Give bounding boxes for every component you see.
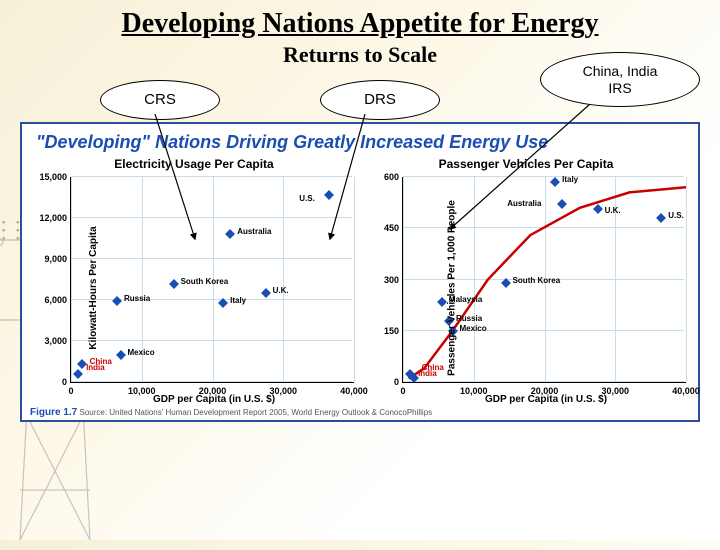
bubble-row: CRS DRS China, India IRS — [20, 70, 700, 118]
data-point-label: U.K. — [605, 206, 621, 215]
data-point-label: Mexico — [460, 324, 487, 333]
data-point-label: U.S. — [299, 194, 315, 203]
ytick: 0 — [369, 377, 399, 387]
data-point-label: India — [86, 363, 105, 372]
data-point-label: Italy — [230, 296, 246, 305]
data-point — [261, 288, 271, 298]
ytick: 6,000 — [37, 295, 67, 305]
data-point — [73, 369, 83, 379]
data-point-label: South Korea — [181, 277, 229, 286]
data-point — [225, 229, 235, 239]
data-point — [77, 359, 87, 369]
ytick: 12,000 — [37, 213, 67, 223]
ytick: 150 — [369, 326, 399, 336]
figure-source: Figure 1.7 Source: United Nations' Human… — [30, 407, 690, 418]
data-point-label: South Korea — [513, 276, 561, 285]
figure-number: Figure 1.7 — [30, 407, 77, 418]
ytick: 0 — [37, 377, 67, 387]
left-xlabel: GDP per Capita (in U.S. $) — [70, 394, 358, 405]
data-point-label: U.K. — [273, 286, 289, 295]
bubble-irs: China, India IRS — [540, 52, 700, 107]
data-point-label: Australia — [237, 227, 271, 236]
data-point-label: Russia — [456, 314, 482, 323]
data-point — [656, 213, 666, 223]
data-point — [112, 296, 122, 306]
slide-title: Developing Nations Appetite for Energy — [20, 8, 700, 40]
data-point — [116, 350, 126, 360]
ytick: 15,000 — [37, 172, 67, 182]
data-point — [169, 279, 179, 289]
data-point-label: U.S. — [668, 211, 684, 220]
left-ylabel: Kilowatt-Hours Per Capita — [88, 226, 99, 349]
data-point-label: India — [418, 369, 437, 378]
figure-source-text: Source: United Nations' Human Developmen… — [79, 408, 432, 417]
arrow-drs — [320, 114, 380, 244]
right-xlabel: GDP per Capita (in U.S. $) — [402, 394, 690, 405]
data-point-label: Mexico — [128, 348, 155, 357]
ytick: 3,000 — [37, 336, 67, 346]
arrow-crs — [140, 114, 220, 244]
arrow-irs — [440, 104, 600, 234]
ytick: 9,000 — [37, 254, 67, 264]
ytick: 300 — [369, 275, 399, 285]
data-point-label: Russia — [124, 294, 150, 303]
